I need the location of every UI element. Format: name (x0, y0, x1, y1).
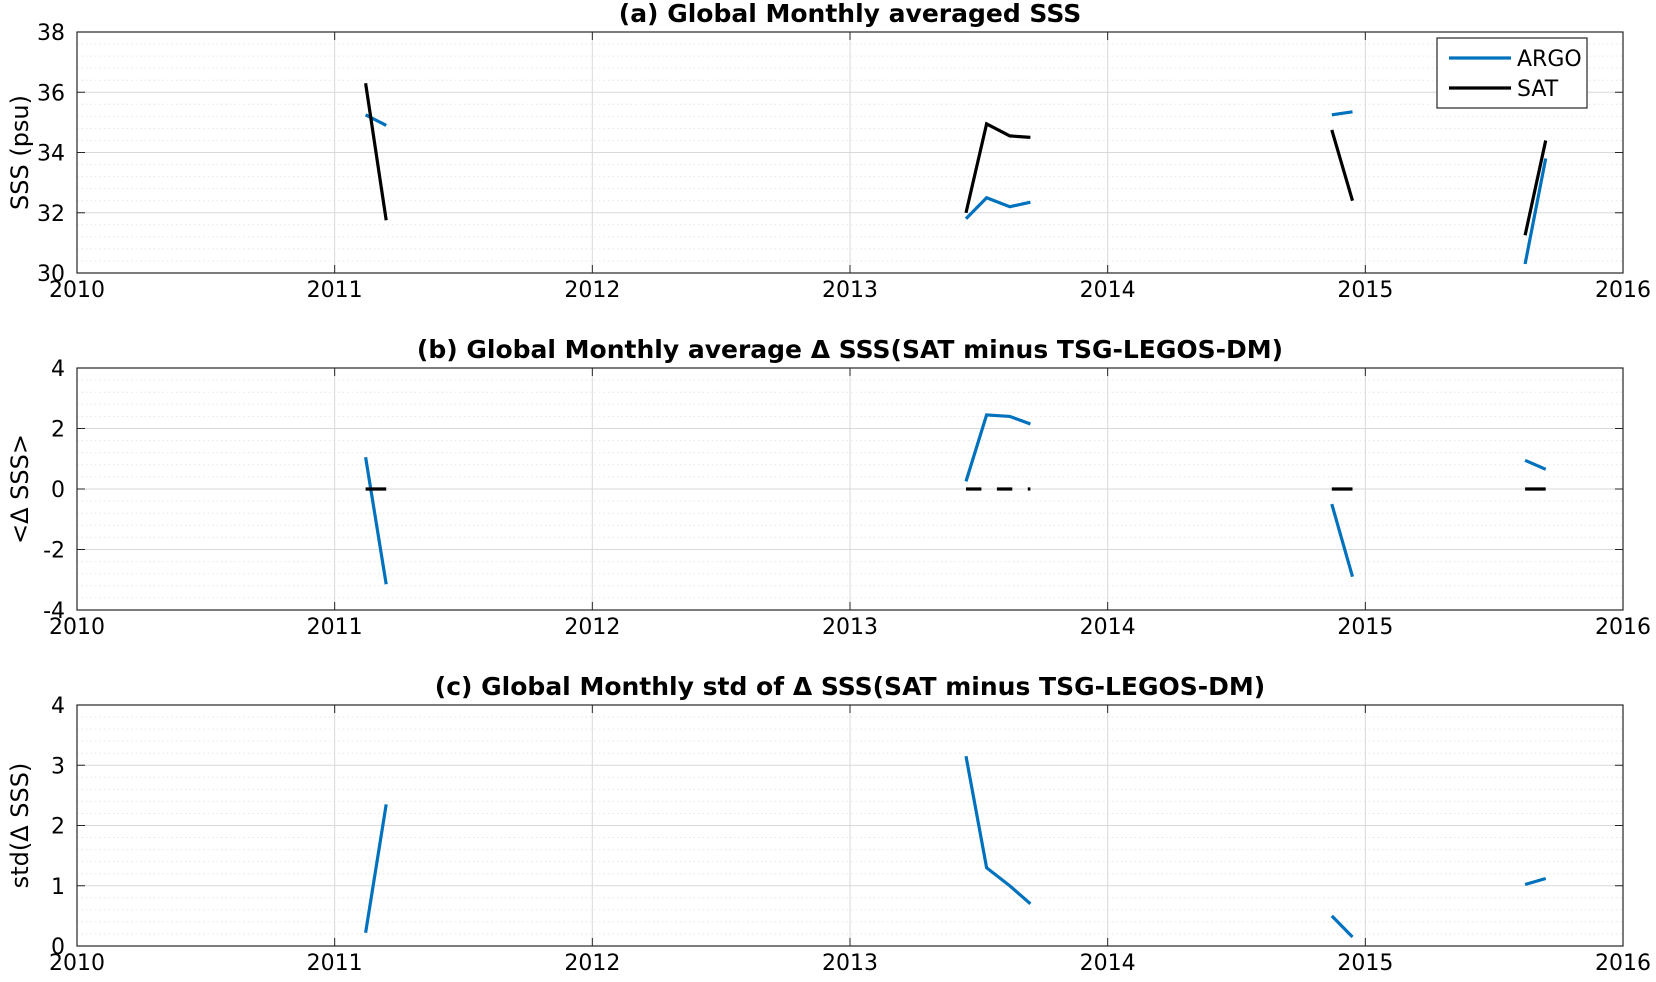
x-tick-label: 2010 (49, 278, 105, 303)
x-tick-label: 2014 (1080, 278, 1136, 303)
x-tick-label: 2014 (1080, 615, 1136, 640)
series-line-argo (364, 804, 388, 933)
x-tick-label: 2013 (822, 278, 878, 303)
x-tick-label: 2013 (822, 615, 878, 640)
y-axis-label: SSS (psu) (6, 95, 34, 210)
series-line-argo (1523, 158, 1548, 265)
series-line-argo (964, 755, 1032, 906)
y-tick-label: -4 (43, 599, 65, 624)
y-tick-label: 4 (51, 357, 65, 382)
series-line-argo (964, 413, 1031, 482)
chart-title: (c) Global Monthly std of Δ SSS(SAT minu… (435, 672, 1265, 701)
chart-title: (a) Global Monthly averaged SSS (619, 0, 1081, 28)
x-tick-label: 2015 (1337, 951, 1393, 976)
x-tick-label: 2011 (307, 278, 363, 303)
series-line-sat (1330, 129, 1355, 202)
x-tick-label: 2014 (1080, 951, 1136, 976)
x-tick-label: 2012 (564, 951, 620, 976)
x-tick-label: 2015 (1337, 615, 1393, 640)
series-line-argo (1330, 914, 1354, 939)
y-tick-label: 32 (37, 202, 65, 227)
y-tick-label: 36 (37, 81, 65, 106)
y-tick-label: 38 (37, 21, 65, 46)
x-tick-label: 2010 (49, 615, 105, 640)
x-tick-label: 2012 (564, 615, 620, 640)
series-line-argo (364, 456, 388, 585)
x-tick-label: 2016 (1595, 278, 1651, 303)
y-tick-label: 0 (51, 478, 65, 503)
legend-entry: SAT (1517, 77, 1559, 102)
legend: ARGO SAT (1436, 37, 1588, 109)
series-line-argo (1330, 503, 1355, 578)
y-tick-label: 0 (51, 935, 65, 960)
x-tick-label: 2010 (49, 951, 105, 976)
x-tick-label: 2013 (822, 951, 878, 976)
x-tick-label: 2011 (307, 615, 363, 640)
y-axis-label: <Δ SSS> (6, 434, 34, 544)
series-line-argo (964, 195, 1031, 220)
chart-panel-3: 2010 2011 2012 2013 2014 2015 2016 0 1 2 3 4 (c) Glo… (6, 672, 1651, 976)
y-tick-label: 1 (51, 875, 65, 900)
x-tick-label: 2016 (1595, 615, 1651, 640)
chart-panel-2: 2010 2011 2012 2013 2014 2015 2016 -4 -2 0 2 4 (b) G… (6, 335, 1651, 640)
x-tick-label: 2011 (307, 951, 363, 976)
legend-entry: ARGO (1517, 47, 1582, 72)
series-line-sat (964, 121, 1031, 214)
chart-panel-1: 2010 2011 2012 2013 2014 2015 2016 30 32 34 36 38 (a… (6, 0, 1651, 303)
y-tick-label: -2 (43, 539, 65, 564)
x-tick-label: 2015 (1337, 278, 1393, 303)
x-tick-label: 2016 (1595, 951, 1651, 976)
series-line-sat (364, 82, 388, 221)
series-line-argo (1331, 110, 1353, 117)
y-tick-label: 30 (37, 262, 65, 287)
x-tick-label: 2012 (564, 278, 620, 303)
y-tick-label: 4 (51, 694, 65, 719)
series-line-argo (1524, 876, 1547, 887)
chart-title: (b) Global Monthly average Δ SSS(SAT min… (417, 335, 1283, 364)
y-tick-label: 2 (51, 418, 65, 443)
y-tick-label: 2 (51, 815, 65, 840)
legend-box (1436, 37, 1588, 109)
series-line-argo (1524, 458, 1547, 471)
y-axis-label: std(Δ SSS) (6, 763, 34, 889)
series-line-sat (1523, 140, 1548, 236)
y-tick-label: 3 (51, 754, 65, 779)
y-tick-label: 34 (37, 142, 65, 167)
